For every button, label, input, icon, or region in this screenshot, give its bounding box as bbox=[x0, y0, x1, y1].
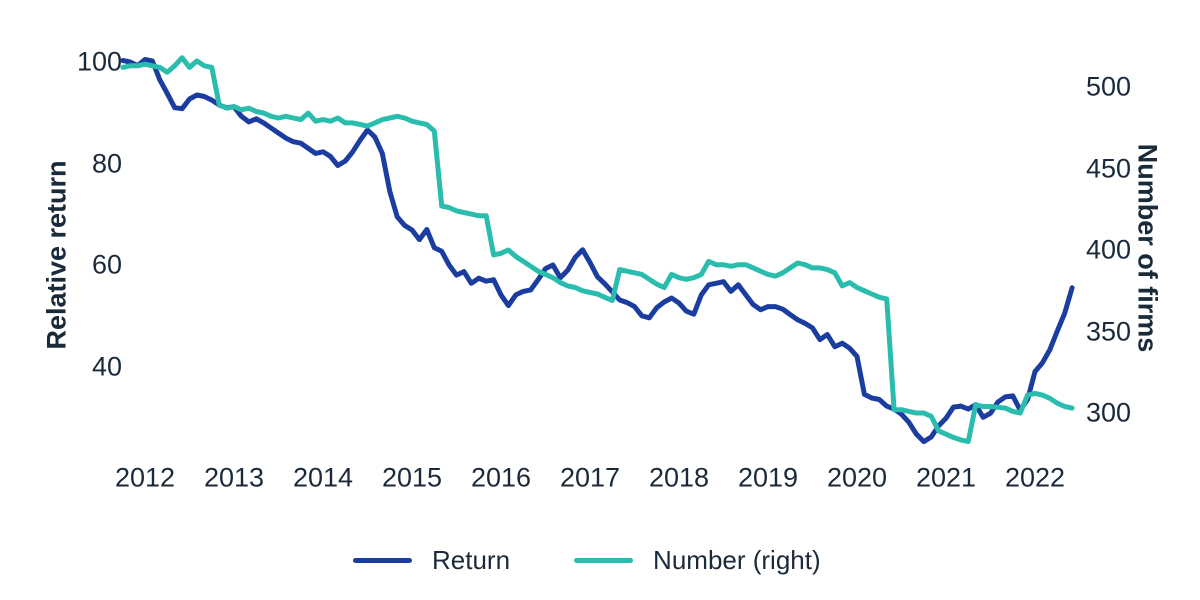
left-axis-tick-40: 40 bbox=[91, 351, 122, 381]
left-axis-tick-100: 100 bbox=[76, 46, 122, 77]
right-axis-tick-450: 450 bbox=[1086, 153, 1132, 183]
x-axis-tick-2022: 2022 bbox=[1004, 462, 1066, 493]
x-axis-tick-2012: 2012 bbox=[114, 462, 176, 493]
chart-legend: Return Number (right) bbox=[353, 545, 821, 576]
legend-item-return: Return bbox=[353, 545, 510, 576]
x-axis-tick-2015: 2015 bbox=[381, 462, 443, 493]
number-of-firms-line-series bbox=[120, 55, 1075, 444]
left-axis-tick-60: 60 bbox=[91, 249, 122, 280]
right-axis-tick-350: 350 bbox=[1086, 316, 1132, 346]
return-legend-label: Return bbox=[432, 545, 511, 575]
x-axis-tick-2020: 2020 bbox=[826, 462, 888, 493]
legend-item-number: Number (right) bbox=[574, 545, 821, 576]
x-axis-tick-2013: 2013 bbox=[203, 462, 265, 493]
right-axis-tick-300: 300 bbox=[1086, 397, 1132, 428]
right-axis-tick-500: 500 bbox=[1086, 71, 1132, 102]
x-axis-tick-2021: 2021 bbox=[915, 462, 977, 493]
return-legend-swatch bbox=[353, 558, 412, 563]
left-axis-tick-80: 80 bbox=[91, 148, 122, 178]
right-axis-tick-400: 400 bbox=[1086, 234, 1132, 265]
number-legend-label: Number (right) bbox=[653, 545, 821, 575]
return-line-series bbox=[120, 57, 1075, 445]
x-axis-tick-2014: 2014 bbox=[292, 462, 354, 493]
x-axis-tick-2016: 2016 bbox=[470, 462, 532, 493]
x-axis-tick-2017: 2017 bbox=[559, 462, 621, 493]
x-axis-tick-2018: 2018 bbox=[648, 462, 710, 493]
number-legend-swatch bbox=[574, 558, 634, 563]
x-axis-tick-2019: 2019 bbox=[737, 462, 799, 493]
